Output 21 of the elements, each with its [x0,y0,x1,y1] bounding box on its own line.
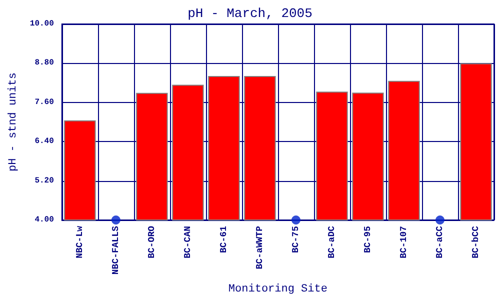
x-axis-title: Monitoring Site [228,284,328,296]
x-tick-label: BC-ORO [146,225,157,258]
x-tick-label: BC-bCC [470,225,481,258]
x-tick-label: BC-CAN [182,226,193,258]
y-tick-label: 6.40 [34,137,54,146]
y-tick-label: 7.60 [34,98,54,107]
x-tick-label: BC-61 [218,225,229,254]
x-tick-label: BC-75 [290,226,301,254]
y-tick-label: 10.00 [30,20,54,28]
chart-title: pH - March, 2005 [188,6,312,21]
y-tick-label: 5.20 [34,176,54,186]
x-tick-label: BC-107 [398,226,409,258]
x-tick-label: BC-95 [362,226,373,254]
x-tick-label: BC-aDC [326,225,337,258]
y-tick-label: 4.00 [34,216,54,224]
y-axis-title: pH - stnd units [8,72,20,172]
x-tick-label: NBC-Lw [74,225,85,258]
x-tick-label: BC-aWWTP [254,225,265,270]
x-tick-label: BC-aCC [434,225,445,258]
x-tick-label: NBC-FALLS [110,225,121,275]
y-tick-label: 8.80 [34,58,54,68]
